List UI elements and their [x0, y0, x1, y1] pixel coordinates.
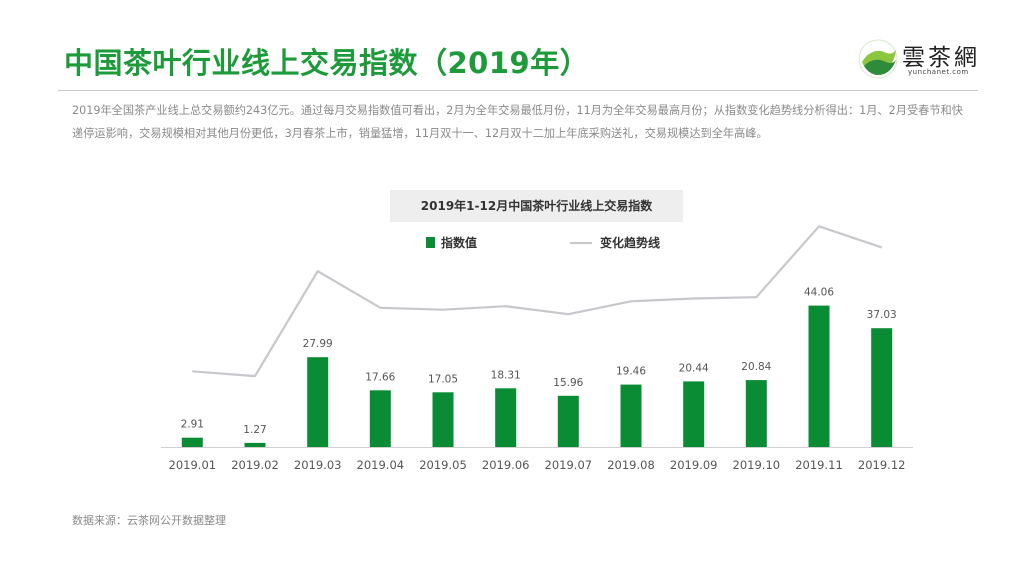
bar-value-label: 17.66 — [365, 371, 395, 383]
intro-paragraph: 2019年全国茶产业线上总交易额约243亿元。通过每月交易指数值可看出，2月为全… — [72, 104, 963, 140]
bar-2019.01 — [181, 437, 203, 447]
bar-2019.12 — [871, 328, 893, 447]
chart-title-background — [390, 190, 683, 222]
bar-value-label: 20.84 — [741, 361, 771, 373]
bar-2019.05 — [432, 392, 454, 447]
x-tick-label: 2019.01 — [169, 458, 217, 472]
bar-value-label: 19.46 — [616, 366, 646, 378]
x-tick-label: 2019.08 — [607, 458, 655, 472]
bar-value-label: 2.91 — [181, 419, 204, 431]
bar-value-label: 37.03 — [867, 309, 897, 321]
bar-2019.08 — [620, 384, 642, 447]
bar-2019.11 — [808, 305, 830, 447]
data-source: 数据来源：云茶网公开数据整理 — [72, 514, 226, 527]
x-tick-label: 2019.05 — [419, 458, 467, 472]
bar-value-label: 27.99 — [303, 338, 333, 350]
bar-2019.06 — [495, 388, 517, 447]
bar-value-label: 44.06 — [804, 287, 834, 299]
bar-2019.10 — [745, 380, 767, 447]
x-tick-label: 2019.11 — [795, 458, 843, 472]
bar-value-label: 15.96 — [553, 377, 583, 389]
x-tick-label: 2019.07 — [545, 458, 593, 472]
bar-2019.02 — [244, 442, 266, 447]
legend-bar-label: 指数值 — [441, 236, 478, 250]
legend-line-label: 变化趋势线 — [600, 236, 661, 250]
x-tick-label: 2019.10 — [733, 458, 781, 472]
tea-hill-logo-icon — [858, 39, 898, 79]
logo-text: 雲茶網 — [902, 45, 980, 71]
bar-2019.04 — [369, 390, 391, 447]
x-tick-label: 2019.12 — [858, 458, 906, 472]
x-tick-label: 2019.04 — [357, 458, 405, 472]
bar-value-label: 1.27 — [243, 424, 266, 436]
bar-2019.09 — [683, 381, 705, 447]
bar-value-label: 17.05 — [428, 373, 458, 385]
bar-2019.03 — [307, 357, 329, 447]
title-divider — [58, 90, 978, 91]
x-tick-label: 2019.06 — [482, 458, 530, 472]
bar-value-label: 20.44 — [679, 362, 709, 374]
legend-bar-swatch — [426, 237, 435, 248]
x-tick-label: 2019.09 — [670, 458, 718, 472]
legend-line-swatch — [570, 242, 592, 244]
chart-title: 2019年1-12月中国茶叶行业线上交易指数 — [420, 199, 653, 213]
trend-line — [192, 225, 883, 378]
bar-value-label: 18.31 — [491, 369, 521, 381]
x-tick-label: 2019.02 — [231, 458, 279, 472]
logo-subtext: yunchanet.com — [908, 68, 969, 76]
x-tick-label: 2019.03 — [294, 458, 342, 472]
bar-2019.07 — [557, 395, 579, 447]
page-title: 中国茶叶行业线上交易指数（2019年） — [64, 46, 590, 80]
yunchanet-logo: 雲茶網 yunchanet.com — [858, 36, 988, 86]
